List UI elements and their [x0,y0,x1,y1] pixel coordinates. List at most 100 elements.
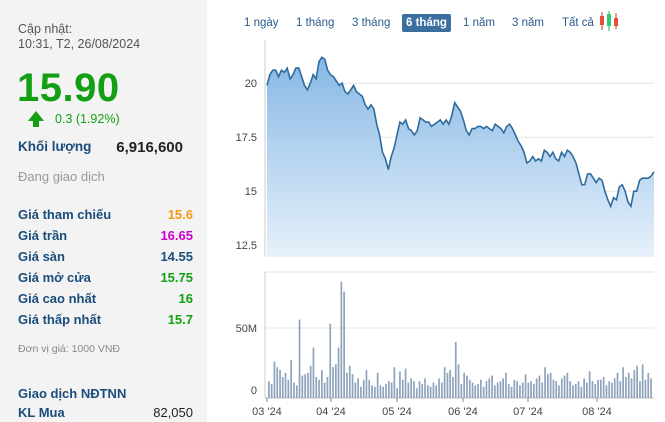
volume-bar [298,319,301,398]
stock-info-panel: Cập nhật: 10:31, T2, 26/08/2024 15.90 0.… [0,0,207,422]
volume-bar [594,384,597,398]
volume-bar [586,382,588,398]
volume-bar [332,367,334,398]
volume-bar [276,367,279,398]
x-tick-label: 07 '24 [513,406,543,418]
price-row-label: Giá trần [18,228,68,243]
volume-bar [301,375,304,398]
volume-bar [438,378,440,398]
volume-bar [270,384,273,398]
updated-time: 10:31, T2, 26/08/2024 [18,37,141,51]
volume-bar [482,386,485,398]
volume-bar [505,372,507,398]
volume-bar [388,381,390,398]
volume-bar [558,385,560,398]
volume-bar [293,382,295,398]
volume-bar [432,382,435,398]
volume-bar [418,381,421,398]
price-line [266,56,655,209]
price-row: Giá tham chiếu 15.6 [18,207,193,222]
volume-bar [630,378,633,398]
unit-note: Đơn vị giá: 1000 VNĐ [18,343,121,355]
volume-bar [560,378,563,398]
volume-bar [449,370,451,398]
volume-bar [413,381,415,398]
volume-bar [491,375,493,398]
candlestick-icon[interactable] [598,10,622,32]
price-row-label: Giá cao nhất [18,291,97,306]
price-row: Giá sàn 14.55 [18,249,193,264]
volume-bar [415,388,418,398]
price-row-label: Giá thấp nhất [18,312,102,327]
volume-bar [454,342,457,398]
price-row-value: 16 [178,291,193,306]
volume-bar [379,385,382,398]
tab-period[interactable]: 3 tháng [352,17,391,29]
volume-bar [538,375,541,398]
volume-bar [443,367,446,398]
volume-bar [429,386,432,398]
volume-bar [544,367,546,398]
volume-bar [304,374,306,398]
volume-row: Khối lượng 6,916,600 [18,139,193,156]
tab-period[interactable]: 6 tháng [402,14,451,32]
volume-bar [563,375,566,398]
volume-bar [602,377,605,398]
volume-bar [496,382,499,398]
volume-bar [647,372,650,398]
volume-bar [390,382,393,398]
volume-bar [527,382,530,398]
volume-bar [424,378,426,398]
volume-bar [401,379,404,398]
tab-period[interactable]: 1 tháng [296,17,335,29]
volume-bar [499,381,502,398]
volume-bar [460,384,463,398]
volume-bar [516,381,518,398]
volume-bar [318,379,320,398]
tab-period[interactable]: 1 ngày [244,17,279,29]
x-tick-label: 03 '24 [252,406,282,418]
volume-bar [337,347,340,398]
price-row: Giá trần 16.65 [18,228,193,243]
volume-bar [365,370,368,398]
volume-bar [572,385,574,398]
volume-bar [376,372,379,398]
volume-bar [374,386,376,398]
volume-bar [362,379,365,398]
volume-bar [410,378,412,398]
volume-bar [577,381,580,398]
volume-bar [616,372,619,398]
volume-bar [541,382,544,398]
tab-period[interactable]: Tất cả [562,17,594,29]
volume-value: 6,916,600 [116,139,183,156]
volume-bar [396,388,398,398]
price-change: 0.3 (1.92%) [28,111,120,127]
price-row-value: 15.7 [167,312,193,327]
volume-bar [329,323,332,398]
volume-bar [441,382,443,398]
volume-bar [530,381,532,398]
volume-bar [521,382,524,398]
volume-bar [468,379,471,398]
volume-bar [588,371,591,398]
volume-bar [273,361,276,398]
volume-bar [357,378,359,398]
price-tick-label: 17.5 [236,132,257,144]
price-row: Giá cao nhất 16 [18,291,193,306]
volume-bar [335,364,337,398]
volume-bar [457,364,460,398]
volume-bar [519,385,521,398]
volume-bar [574,384,577,398]
volume-bar [591,381,594,398]
tab-period[interactable]: 1 năm [463,17,495,29]
volume-bar [309,365,312,398]
price-area [267,57,654,256]
volume-bar [639,381,641,398]
tab-period[interactable]: 3 năm [512,17,544,29]
current-price: 15.90 [17,66,120,110]
volume-bar [268,381,270,398]
price-row-value: 16.65 [160,228,193,243]
price-tick-label: 12.5 [236,240,257,252]
volume-bar [507,384,510,398]
price-tick-label: 15 [245,186,257,198]
